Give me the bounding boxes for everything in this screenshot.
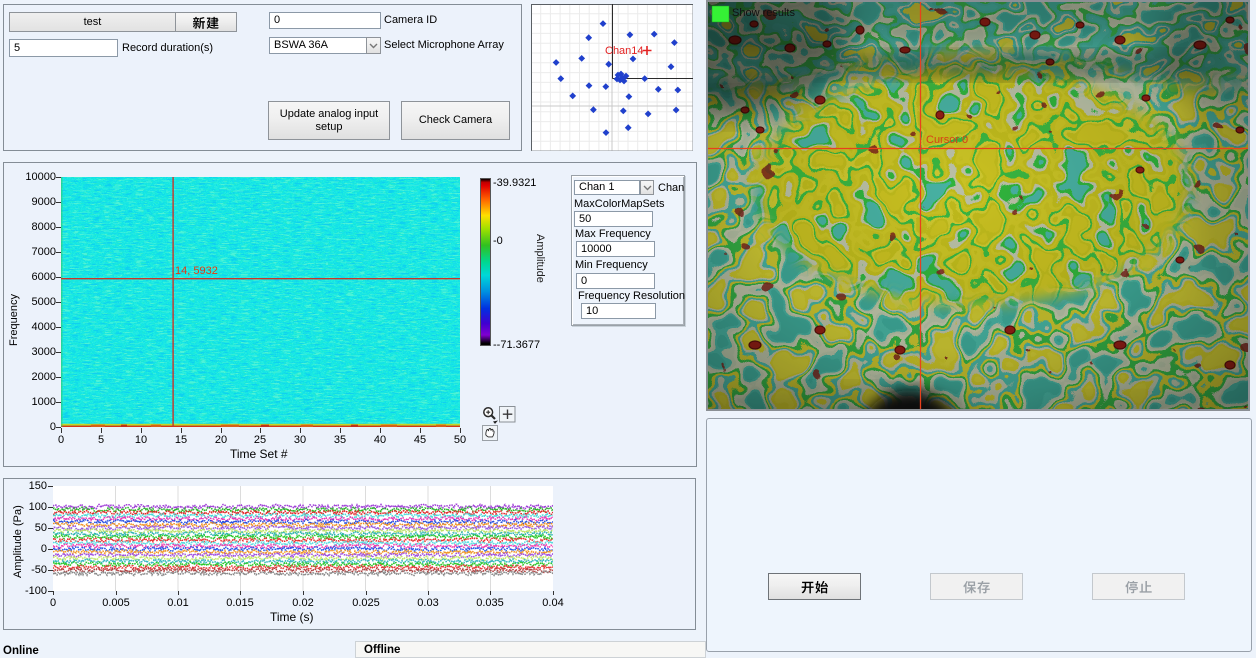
svg-text:14, 5932: 14, 5932 <box>175 265 218 277</box>
svg-text:Show results: Show results <box>732 7 795 19</box>
svg-text:Chan14: Chan14 <box>605 45 644 57</box>
svg-text:Cursor 0: Cursor 0 <box>926 134 968 146</box>
